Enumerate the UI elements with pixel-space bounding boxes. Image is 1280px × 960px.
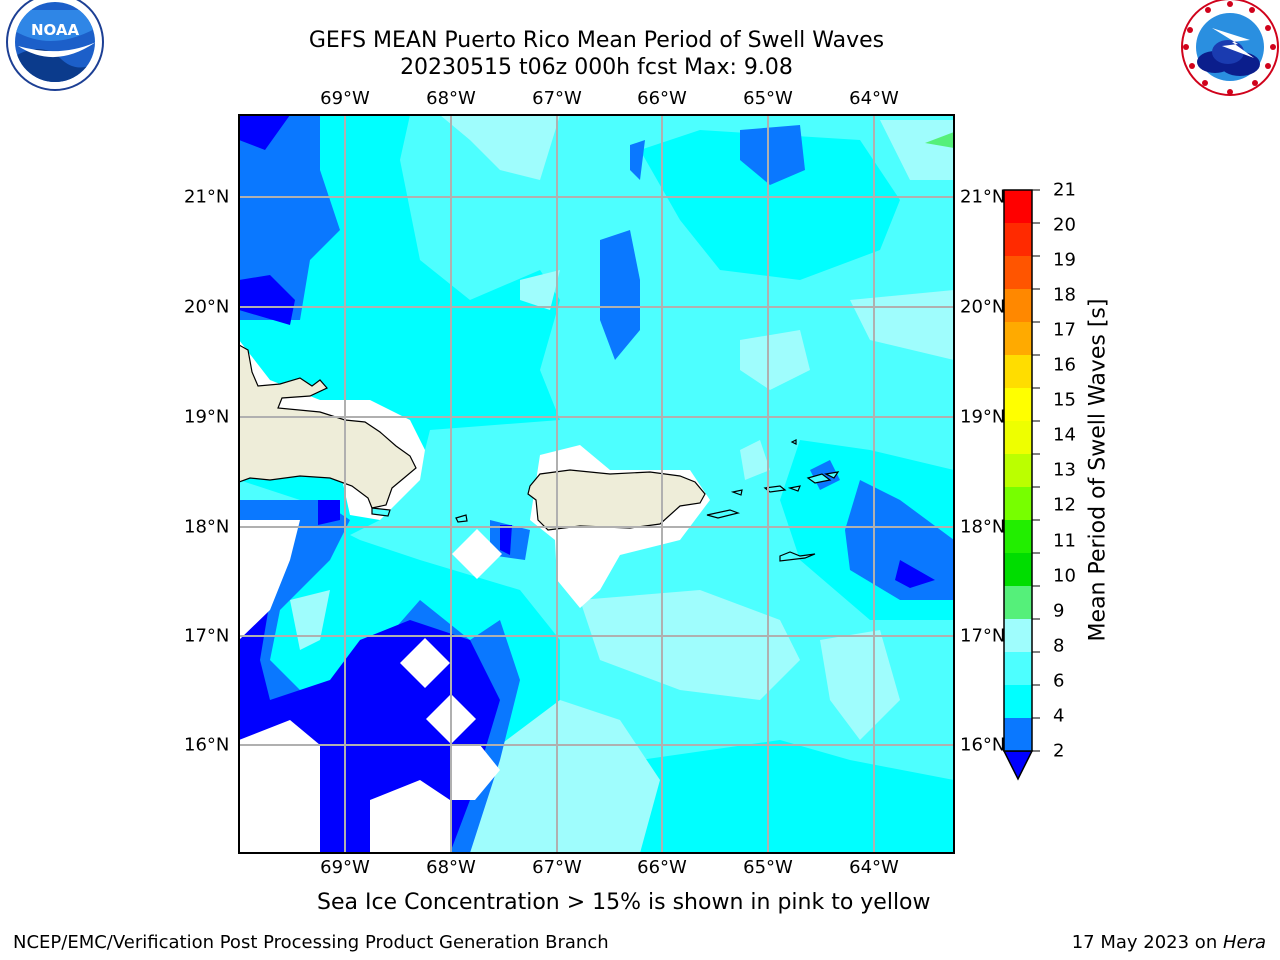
swell-period-field [239,115,954,853]
puerto-rico-land [527,469,706,531]
field-2-4s [239,115,340,320]
lon-label-top: 64°W [849,88,899,109]
map-frame [238,114,955,854]
map-title: GEFS MEAN Puerto Rico Mean Period of Swe… [308,28,885,53]
colorbar-segment [1004,520,1032,553]
lon-label-top: 67°W [532,88,582,109]
lon-label-top: 69°W [320,88,370,109]
colorbar [1002,189,1040,781]
colorbar-tick: 4 [1053,705,1065,727]
colorbar-segment [1004,685,1032,718]
lat-label-right: 20°N [960,296,1006,318]
colorbar-tick: 18 [1053,284,1076,306]
colorbar-segment [1004,652,1032,685]
lat-label-right: 18°N [960,516,1006,538]
colorbar-segment [1004,289,1032,322]
lat-label-left: 17°N [184,625,230,647]
colorbar-extension [1002,750,1034,781]
graticule [239,115,954,853]
lon-label-top: 68°W [426,88,476,109]
field-8-9s [440,115,560,180]
lat-label-left: 18°N [184,516,230,538]
colorbar-tick: 17 [1053,319,1076,341]
colorbar-segment [1004,190,1032,223]
lat-label-left: 16°N [184,734,230,756]
lon-label-bottom: 68°W [426,857,476,878]
virgin-islands [371,439,840,562]
colorbar-tick: 14 [1053,424,1076,446]
lat-label-left: 19°N [184,406,230,428]
colorbar-segment [1004,718,1032,751]
colorbar-frame [1003,189,1033,752]
noaa-logo: NOAA [6,0,104,91]
colorbar-tick: 19 [1053,249,1076,271]
colorbar-tick: 15 [1053,389,1076,411]
colorbar-label: Mean Period of Swell Waves [s] [1085,298,1111,642]
noaa-logo-text: NOAA [31,21,80,39]
map-subtitle: 20230515 t06z 000h fcst Max: 9.08 [400,55,793,80]
footer-host: Hera [1222,932,1266,953]
hispaniola-land [239,344,417,509]
colorbar-tick: 9 [1053,600,1065,622]
colorbar-tick: 8 [1053,635,1065,657]
colorbar-segment [1004,388,1032,421]
field-9-10s [925,132,954,148]
colorbar-tick: 12 [1053,494,1076,516]
lat-label-right: 17°N [960,625,1006,647]
colorbar-segment [1004,487,1032,520]
lon-label-bottom: 65°W [743,857,793,878]
footer-date: 17 May 2023 on Hera [1072,932,1266,953]
lon-label-bottom: 64°W [849,857,899,878]
colorbar-segment [1004,454,1032,487]
lat-label-left: 21°N [184,186,230,208]
lat-label-left: 20°N [184,296,230,318]
colorbar-segment [1004,421,1032,454]
colorbar-segment [1004,619,1032,652]
field-no-data [239,520,300,640]
colorbar-tick: 6 [1053,670,1065,692]
colorbar-segment [1004,355,1032,388]
lat-label-right: 16°N [960,734,1006,756]
colorbar-segment [1004,586,1032,619]
colorbar-tick: 16 [1053,354,1076,376]
field-below-2s [239,115,290,150]
lat-label-right: 19°N [960,406,1006,428]
sea-ice-note: Sea Ice Concentration > 15% is shown in … [317,890,931,915]
lon-label-bottom: 66°W [637,857,687,878]
colorbar-tick: 20 [1053,214,1076,236]
colorbar-segment [1004,256,1032,289]
lon-label-bottom: 67°W [532,857,582,878]
colorbar-tick: 11 [1053,530,1076,552]
footer-date-text: 17 May 2023 on [1071,932,1223,953]
colorbar-tick: 10 [1053,565,1076,587]
colorbar-segment [1004,223,1032,256]
colorbar-segment [1004,322,1032,355]
nws-logo [1181,0,1279,96]
colorbar-tick: 2 [1053,740,1065,762]
footer-credit: NCEP/EMC/Verification Post Processing Pr… [13,932,609,953]
lon-label-bottom: 69°W [320,857,370,878]
lat-label-right: 21°N [960,186,1006,208]
colorbar-segment [1004,553,1032,586]
lon-label-top: 65°W [743,88,793,109]
colorbar-tick: 21 [1053,179,1076,201]
lon-label-top: 66°W [637,88,687,109]
colorbar-tick: 13 [1053,459,1076,481]
